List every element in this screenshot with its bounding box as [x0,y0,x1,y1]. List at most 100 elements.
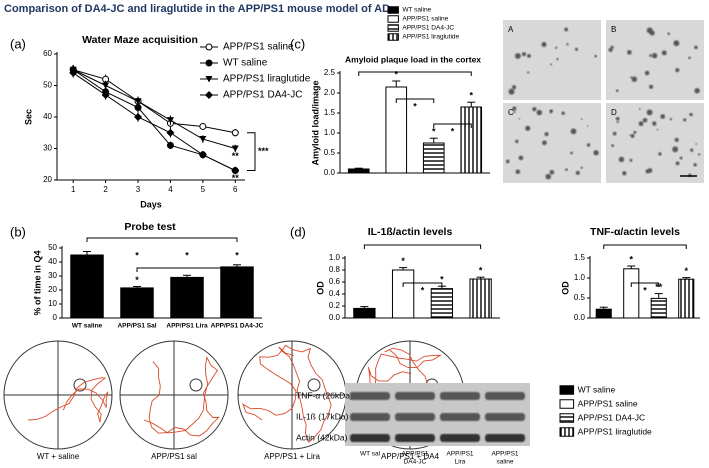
y-tick-label: 10 [48,299,57,308]
y-tick-label: 20 [43,175,52,184]
micrograph-label: D [611,108,617,117]
micrograph-label: C [508,108,514,117]
plaque-dot [515,139,519,144]
y-tick-label: 0.0 [324,168,336,177]
bracket [363,244,482,249]
legend-label: WT saline [578,384,616,394]
plaque-dot [698,153,701,156]
significance-label: * [684,266,688,276]
y-tick-label: 0.8 [329,265,341,274]
legend-label: APP/PS1 liraglutide [402,34,459,41]
legend-label: APP/PS1 saline [223,42,294,53]
plaque-dot [544,132,549,137]
plaque-dot [556,57,559,61]
x-axis-label: Days [140,199,162,209]
band [440,392,480,400]
series-line [72,69,236,171]
panel-label: (b) [10,224,26,239]
bracket-label: * [413,101,417,111]
band-label: IL-1ß (17kDa) [296,411,349,421]
plaque-dot [545,173,552,180]
legend-swatch [387,15,399,23]
plaque-dot [690,148,694,152]
plaque-dot [638,108,641,110]
plaque-dot [675,68,680,73]
bracket [86,237,238,242]
data-point [134,98,142,105]
y-tick-label: 30 [48,271,57,280]
plaque-dot [518,118,521,120]
plaque-dot [518,155,524,161]
data-point [231,145,239,152]
band [395,413,435,421]
x-tick-label: 2 [103,185,108,194]
significance-label: * [401,256,405,266]
legend-label: APP/PS1 saline [578,398,638,408]
bracket [136,267,238,272]
data-point [199,136,207,143]
plaque-dot [566,43,569,46]
plaque-dot [616,121,619,124]
plaque-dot [525,125,531,131]
platform [189,378,203,392]
plaque-dot [549,110,553,114]
plaque-dot [615,116,620,121]
lane-label: DA4-JC [404,459,427,466]
bracket [395,98,435,103]
band [350,434,390,442]
band [395,392,435,400]
x-tick-label: APP/PS1 Lira [166,323,208,330]
x-tick-label: 5 [201,185,206,194]
y-axis-label: % of time in Q4 [32,250,42,315]
plaque-dot [669,117,673,121]
plaque-dot [580,118,583,121]
plaque-dot [695,143,698,145]
significance-label: * [440,275,444,285]
plaque-dot [630,76,633,79]
legend-swatch [559,399,575,409]
y-tick-label: 0.4 [329,289,341,298]
bar [391,269,415,319]
plaque-dot [505,159,510,164]
plaque-dot [660,114,666,119]
data-point [69,68,78,77]
x-tick-label: APP/PS1 Sal [117,323,156,330]
plaque-dot [575,170,580,175]
band [350,413,390,421]
bracket-label: * [451,126,455,136]
series-line [73,69,236,134]
plaque-dot [652,121,657,126]
bracket [630,282,660,287]
bar [120,287,154,319]
band-label: TNF-α (26kDa) [296,390,353,400]
legend-marker [205,91,213,99]
bar [422,142,445,174]
series-line [72,72,236,171]
legend-label: APP/PS1 saline [402,16,448,23]
chart-title: Amyloid plaque load in the cortex [345,54,481,64]
plaque-dot [629,134,631,136]
plaque-dot [513,110,516,114]
plaque-dot [627,50,632,55]
data-point [231,166,240,175]
y-tick-label: 20 [48,285,57,294]
y-tick-label: 30 [43,144,52,153]
swim-path [242,344,332,443]
plaque-dot [586,125,589,127]
platform [73,378,87,392]
y-tick-label: 1.5 [324,108,336,117]
data-point [102,82,110,89]
chart-title: Water Maze acquisition [82,34,198,46]
x-tick-label: 6 [233,185,238,194]
y-tick-label: 0.0 [329,313,341,322]
plaque-dot [629,158,633,162]
plaque-dot [542,140,547,146]
plaque-dot [580,166,583,169]
legend-marker [205,76,213,83]
legend-label: APP/PS1 DA4-JC [223,90,302,101]
micrograph [503,103,601,183]
plaque-dot [642,117,648,123]
bracket [603,244,687,249]
data-point [101,90,110,99]
